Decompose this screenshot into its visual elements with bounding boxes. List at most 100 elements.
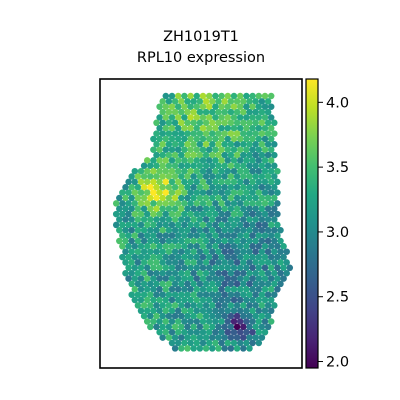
expression-spot [168, 328, 176, 336]
expression-spot [215, 194, 222, 202]
expression-spot [255, 92, 263, 100]
expression-spot [267, 167, 275, 175]
expression-spot [187, 114, 194, 121]
expression-spot [174, 157, 182, 164]
expression-spot [252, 291, 259, 298]
expression-spot [171, 269, 179, 277]
expression-spot [252, 237, 259, 245]
expression-spot [252, 119, 259, 127]
expression-spot [162, 243, 170, 250]
expression-spot [205, 200, 213, 207]
expression-spot [252, 323, 259, 331]
expression-spot [143, 210, 151, 218]
expression-spot [202, 119, 210, 127]
expression-spot [162, 189, 170, 196]
expression-spot [140, 194, 148, 202]
expression-spot [140, 162, 148, 170]
expression-spot [147, 302, 154, 309]
expression-spot [131, 243, 139, 250]
expression-spot [221, 269, 228, 277]
expression-spot [199, 189, 207, 196]
expression-spot [233, 302, 241, 309]
expression-spot [168, 114, 176, 121]
expression-spot [134, 248, 142, 255]
expression-spot [112, 200, 120, 207]
expression-spot [252, 141, 259, 148]
expression-spot [184, 141, 191, 148]
expression-spot [119, 232, 126, 239]
expression-spot [162, 264, 170, 272]
expression-spot [236, 146, 244, 153]
expression-spot [277, 237, 284, 245]
expression-spot [240, 151, 247, 159]
expression-spot [236, 92, 244, 100]
expression-spot [168, 92, 176, 100]
expression-spot [178, 130, 185, 137]
expression-spot [174, 135, 182, 143]
expression-spot [147, 226, 154, 234]
expression-spot [178, 184, 185, 191]
expression-spot [134, 226, 142, 234]
expression-spot [205, 318, 213, 325]
expression-spot [215, 334, 222, 341]
expression-spot [258, 302, 266, 309]
expression-spot [202, 98, 210, 105]
expression-spot [184, 151, 191, 159]
plot-frame [99, 78, 303, 369]
expression-spot [258, 334, 266, 341]
expression-spot [162, 92, 170, 100]
expression-spot [264, 194, 272, 202]
expression-spot [227, 130, 235, 137]
expression-spot [168, 275, 176, 282]
expression-spot [224, 296, 232, 304]
expression-spot [264, 302, 272, 309]
expression-spot [150, 232, 157, 239]
expression-spot [190, 280, 197, 288]
expression-spot [267, 189, 275, 196]
expression-spot [218, 124, 225, 132]
expression-spot [246, 280, 253, 288]
expression-spot [184, 237, 191, 245]
expression-spot [255, 103, 263, 110]
expression-spot [162, 103, 170, 110]
expression-spot [233, 259, 241, 266]
expression-spot [171, 302, 179, 309]
expression-spot [221, 302, 228, 309]
expression-spot [156, 243, 163, 250]
expression-spot [153, 162, 160, 170]
expression-spot [261, 114, 269, 121]
expression-spot [178, 162, 185, 170]
expression-spot [165, 184, 173, 191]
expression-spot [193, 253, 201, 261]
expression-spot [181, 103, 188, 110]
expression-spot [128, 226, 135, 234]
expression-spot [264, 119, 272, 127]
expression-spot [205, 264, 213, 272]
expression-spot [236, 264, 244, 272]
expression-spot [218, 339, 225, 347]
expression-spot [187, 189, 194, 196]
expression-spot [196, 334, 204, 341]
expression-spot [184, 323, 191, 331]
colorbar-tick-label: 2.5 [326, 290, 349, 306]
expression-spot [274, 286, 281, 293]
expression-spot [267, 92, 275, 100]
expression-spot [233, 119, 241, 127]
expression-spot [199, 103, 207, 110]
expression-spot [240, 184, 247, 191]
expression-spot [128, 237, 135, 245]
expression-spot [143, 307, 151, 315]
expression-spot [218, 286, 225, 293]
expression-spot [187, 221, 194, 229]
expression-spot [212, 339, 219, 347]
expression-spot [190, 334, 197, 341]
expression-spot [196, 130, 204, 137]
expression-spot [193, 318, 201, 325]
expression-spot [236, 328, 244, 336]
expression-spot [227, 237, 235, 245]
expression-spot [277, 269, 284, 277]
expression-spot [171, 151, 179, 159]
expression-spot [224, 124, 232, 132]
expression-spot [134, 173, 142, 180]
expression-spot [171, 259, 179, 266]
